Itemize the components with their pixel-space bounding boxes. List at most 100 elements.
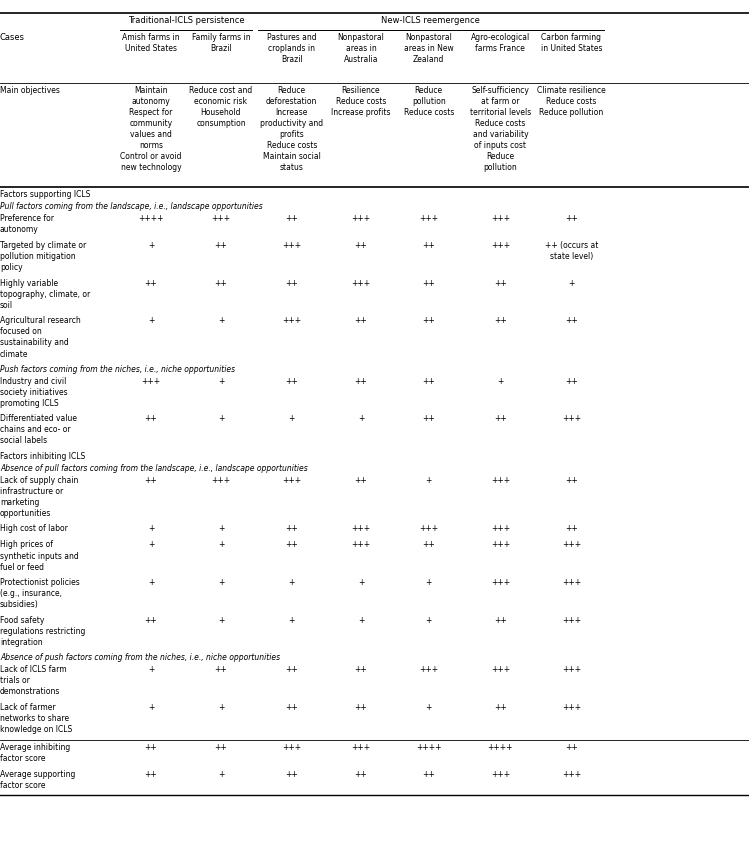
- Text: ++: ++: [422, 316, 435, 325]
- Text: +: +: [148, 665, 154, 674]
- Text: ++: ++: [354, 703, 368, 712]
- Text: +++: +++: [351, 541, 371, 550]
- Text: Highly variable
topography, climate, or
soil: Highly variable topography, climate, or …: [0, 279, 90, 310]
- Text: ++: ++: [565, 377, 578, 385]
- Text: +++: +++: [351, 743, 371, 752]
- Text: Preference for
autonomy: Preference for autonomy: [0, 214, 54, 234]
- Text: ++: ++: [354, 241, 368, 250]
- Text: +: +: [148, 541, 154, 550]
- Text: Factors supporting ICLS: Factors supporting ICLS: [0, 190, 91, 199]
- Text: ++: ++: [565, 524, 578, 533]
- Text: ++: ++: [422, 770, 435, 778]
- Text: ++ (occurs at
state level): ++ (occurs at state level): [545, 241, 598, 261]
- Text: +: +: [218, 770, 224, 778]
- Text: Absence of pull factors coming from the landscape, i.e., landscape opportunities: Absence of pull factors coming from the …: [0, 464, 308, 473]
- Text: ++: ++: [285, 377, 298, 385]
- Text: Nonpastoral
areas in New
Zealand: Nonpastoral areas in New Zealand: [404, 33, 454, 64]
- Text: +: +: [218, 316, 224, 325]
- Text: +++: +++: [282, 476, 301, 485]
- Text: ++: ++: [565, 743, 578, 752]
- Text: ++: ++: [214, 743, 228, 752]
- Text: +++: +++: [419, 214, 438, 223]
- Text: Maintain
autonomy
Respect for
community
values and
norms
Control or avoid
new te: Maintain autonomy Respect for community …: [120, 86, 182, 172]
- Text: ++: ++: [145, 415, 157, 423]
- Text: +: +: [148, 241, 154, 250]
- Text: +: +: [568, 279, 574, 288]
- Text: +++: +++: [562, 770, 581, 778]
- Text: +: +: [218, 541, 224, 550]
- Text: +: +: [497, 377, 503, 385]
- Text: +++: +++: [491, 476, 510, 485]
- Text: +++: +++: [491, 770, 510, 778]
- Text: Self-sufficiency
at farm or
territorial levels
Reduce costs
and variability
of i: Self-sufficiency at farm or territorial …: [470, 86, 531, 172]
- Text: +++: +++: [419, 524, 438, 533]
- Text: ++: ++: [285, 279, 298, 288]
- Text: ++: ++: [214, 665, 228, 674]
- Text: +: +: [358, 616, 364, 625]
- Text: ++: ++: [494, 703, 507, 712]
- Text: ++: ++: [354, 770, 368, 778]
- Text: +: +: [358, 415, 364, 423]
- Text: ++: ++: [565, 214, 578, 223]
- Text: ++: ++: [214, 279, 228, 288]
- Text: Amish farms in
United States: Amish farms in United States: [122, 33, 180, 53]
- Text: Lack of farmer
networks to share
knowledge on ICLS: Lack of farmer networks to share knowled…: [0, 703, 72, 734]
- Text: Agro-ecological
farms France: Agro-ecological farms France: [470, 33, 530, 53]
- Text: ++: ++: [494, 415, 507, 423]
- Text: +: +: [288, 578, 295, 587]
- Text: ++: ++: [145, 279, 157, 288]
- Text: ++: ++: [214, 241, 228, 250]
- Text: +: +: [218, 524, 224, 533]
- Text: ++: ++: [145, 770, 157, 778]
- Text: Climate resilience
Reduce costs
Reduce pollution: Climate resilience Reduce costs Reduce p…: [537, 86, 606, 117]
- Text: +: +: [148, 703, 154, 712]
- Text: +++: +++: [211, 214, 231, 223]
- Text: +++: +++: [351, 214, 371, 223]
- Text: +++: +++: [282, 241, 301, 250]
- Text: ++: ++: [285, 703, 298, 712]
- Text: ++: ++: [494, 616, 507, 625]
- Text: ++++: ++++: [138, 214, 164, 223]
- Text: +: +: [148, 316, 154, 325]
- Text: Reduce cost and
economic risk
Household
consumption: Reduce cost and economic risk Household …: [189, 86, 252, 128]
- Text: +++: +++: [562, 703, 581, 712]
- Text: ++: ++: [494, 316, 507, 325]
- Text: Industry and civil
society initiatives
promoting ICLS: Industry and civil society initiatives p…: [0, 377, 67, 408]
- Text: +: +: [288, 415, 295, 423]
- Text: +++: +++: [351, 279, 371, 288]
- Text: Reduce
deforestation
Increase
productivity and
profits
Reduce costs
Maintain soc: Reduce deforestation Increase productivi…: [260, 86, 324, 172]
- Text: +++: +++: [562, 541, 581, 550]
- Text: Differentiated value
chains and eco- or
social labels: Differentiated value chains and eco- or …: [0, 415, 77, 446]
- Text: +++: +++: [562, 616, 581, 625]
- Text: +++: +++: [562, 578, 581, 587]
- Text: +++: +++: [491, 241, 510, 250]
- Text: ++: ++: [285, 770, 298, 778]
- Text: Food safety
regulations restricting
integration: Food safety regulations restricting inte…: [0, 616, 85, 647]
- Text: +: +: [358, 578, 364, 587]
- Text: +++: +++: [491, 524, 510, 533]
- Text: ++: ++: [285, 665, 298, 674]
- Text: Absence of push factors coming from the niches, i.e., niche opportunities: Absence of push factors coming from the …: [0, 653, 280, 662]
- Text: Reduce
pollution
Reduce costs: Reduce pollution Reduce costs: [404, 86, 454, 117]
- Text: ++: ++: [565, 316, 578, 325]
- Text: Targeted by climate or
pollution mitigation
policy: Targeted by climate or pollution mitigat…: [0, 241, 86, 272]
- Text: Lack of ICLS farm
trials or
demonstrations: Lack of ICLS farm trials or demonstratio…: [0, 665, 67, 696]
- Text: ++: ++: [422, 415, 435, 423]
- Text: ++: ++: [285, 541, 298, 550]
- Text: ++: ++: [422, 279, 435, 288]
- Text: Average inhibiting
factor score: Average inhibiting factor score: [0, 743, 70, 763]
- Text: +: +: [425, 476, 432, 485]
- Text: Lack of supply chain
infrastructure or
marketing
opportunities: Lack of supply chain infrastructure or m…: [0, 476, 79, 518]
- Text: ++: ++: [145, 616, 157, 625]
- Text: +++: +++: [282, 316, 301, 325]
- Text: +++: +++: [491, 214, 510, 223]
- Text: +: +: [425, 703, 432, 712]
- Text: ++++: ++++: [416, 743, 442, 752]
- Text: ++: ++: [145, 743, 157, 752]
- Text: ++: ++: [354, 316, 368, 325]
- Text: +: +: [425, 578, 432, 587]
- Text: +: +: [218, 578, 224, 587]
- Text: Pastures and
croplands in
Brazil: Pastures and croplands in Brazil: [267, 33, 317, 64]
- Text: High prices of
synthetic inputs and
fuel or feed: High prices of synthetic inputs and fuel…: [0, 541, 79, 572]
- Text: +++: +++: [211, 476, 231, 485]
